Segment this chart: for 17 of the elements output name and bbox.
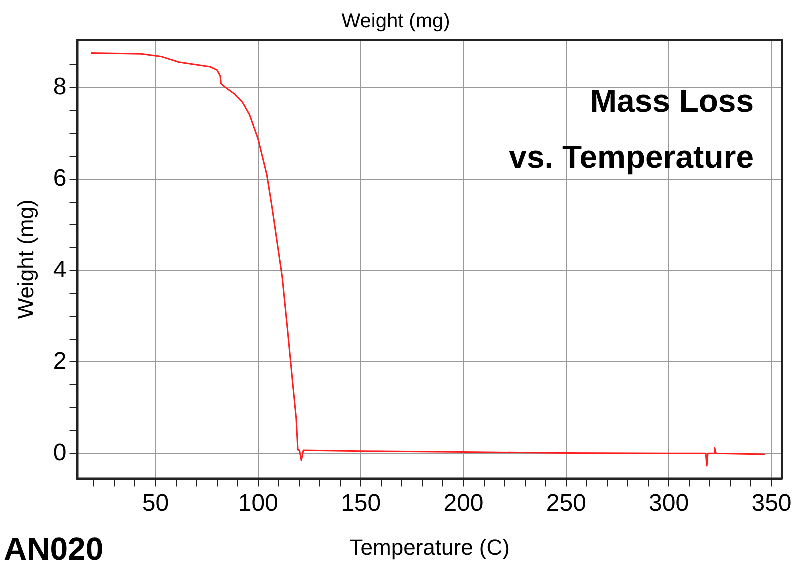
x-tick-label: 100 <box>238 490 278 517</box>
y-tick-label: 8 <box>53 74 67 101</box>
chart-title: Weight (mg) <box>342 10 450 33</box>
x-tick-label: 50 <box>142 490 170 517</box>
annotation: Mass Loss vs. Temperature <box>509 83 754 175</box>
y-tick-label: 6 <box>53 165 67 192</box>
x-tick-label: 150 <box>341 490 382 517</box>
x-tick-label: 250 <box>546 490 586 517</box>
y-axis-title: Weight (mg) <box>13 200 38 320</box>
x-tick-label: 200 <box>444 490 484 517</box>
x-axis-title: Temperature (C) <box>350 534 510 560</box>
y-tick-label: 0 <box>53 439 67 466</box>
x-tick-label: 350 <box>752 490 792 517</box>
y-tick-label: 2 <box>53 348 67 375</box>
y-tick-label: 4 <box>53 256 67 284</box>
x-tick-label: 300 <box>649 490 690 517</box>
text: AN020 <box>4 531 104 566</box>
